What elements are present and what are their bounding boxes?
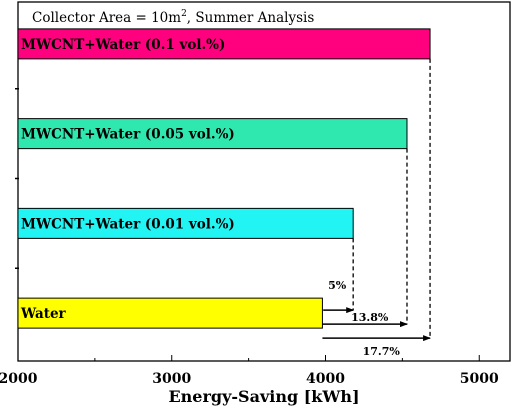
bar-mwcnt-water-0-01-vol: [17, 207, 354, 239]
comparison-label-mwcnt-water-0-01-vol: 5%: [328, 279, 347, 292]
x-tick-label: 5000: [460, 371, 499, 387]
x-tick-label: 3000: [152, 371, 191, 387]
comparison-label-mwcnt-water-0-1-vol: 17.7%: [363, 345, 401, 358]
annotation-text: Collector Area = 10m2, Summer Analysis: [32, 9, 314, 26]
bar-label-mwcnt-water-0-01-vol: MWCNT+Water (0.01 vol.%): [21, 216, 235, 232]
plot-frame: [17, 1, 511, 362]
bar-mwcnt-water-0-1-vol: [17, 28, 431, 60]
x-tick-label: 2000: [0, 371, 38, 387]
comparison-label-mwcnt-water-0-05-vol: 13.8%: [351, 311, 389, 324]
x-tick-label: 4000: [306, 371, 345, 387]
bar-mwcnt-water-0-05-vol: [17, 118, 408, 150]
bar-label-mwcnt-water-0-05-vol: MWCNT+Water (0.05 vol.%): [21, 127, 235, 143]
bar-label-water: Water: [20, 306, 67, 322]
bar-label-mwcnt-water-0-1-vol: MWCNT+Water (0.1 vol.%): [21, 37, 225, 53]
bar-water: [17, 297, 323, 329]
x-axis-label: Energy-Saving [kWh]: [168, 387, 359, 406]
